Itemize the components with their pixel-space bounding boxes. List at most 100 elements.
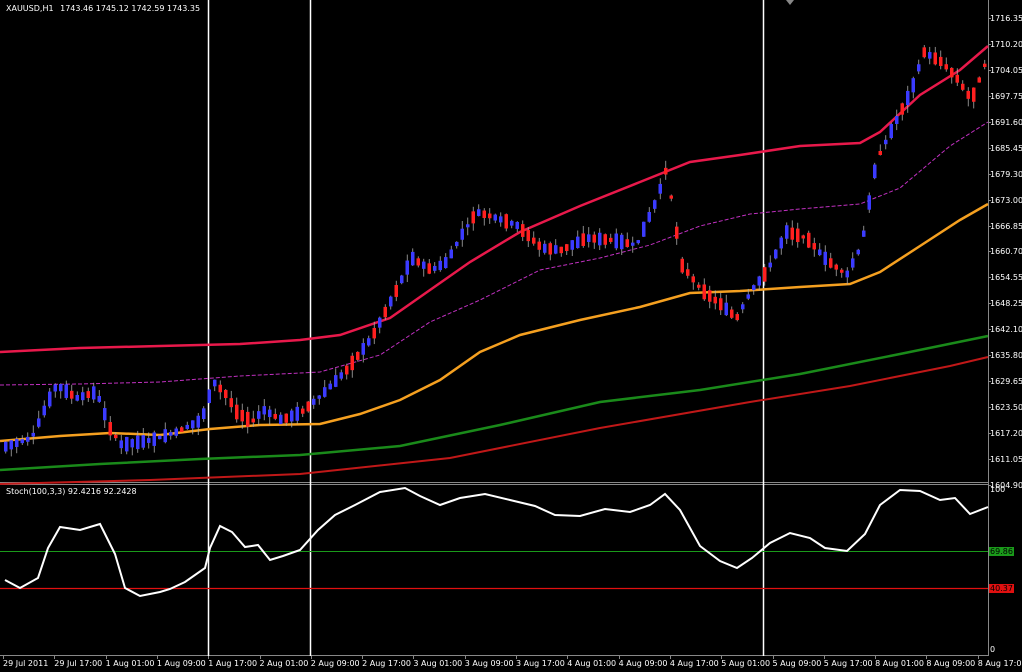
- bear-candle[interactable]: [933, 52, 938, 65]
- bull-candle[interactable]: [724, 302, 729, 316]
- bear-candle[interactable]: [70, 390, 74, 399]
- bear-candle[interactable]: [922, 47, 927, 58]
- bear-candle[interactable]: [939, 56, 943, 66]
- bear-candle[interactable]: [972, 87, 976, 102]
- bear-candle[interactable]: [427, 263, 432, 274]
- bull-candle[interactable]: [433, 265, 437, 271]
- bull-candle[interactable]: [328, 383, 333, 390]
- bull-candle[interactable]: [642, 221, 646, 237]
- bear-candle[interactable]: [675, 226, 679, 239]
- bull-candle[interactable]: [768, 262, 773, 268]
- bear-candle[interactable]: [702, 284, 707, 300]
- bear-candle[interactable]: [801, 235, 806, 239]
- bear-candle[interactable]: [224, 389, 228, 399]
- bear-candle[interactable]: [345, 365, 349, 375]
- bear-candle[interactable]: [735, 314, 740, 321]
- bear-candle[interactable]: [526, 230, 531, 242]
- bear-candle[interactable]: [301, 408, 305, 414]
- bull-candle[interactable]: [889, 123, 894, 139]
- bull-candle[interactable]: [895, 116, 899, 124]
- bull-candle[interactable]: [455, 241, 459, 247]
- bull-candle[interactable]: [213, 379, 217, 387]
- bull-candle[interactable]: [257, 411, 261, 419]
- bull-candle[interactable]: [823, 251, 828, 265]
- bear-candle[interactable]: [966, 90, 971, 99]
- time-axis[interactable]: 29 Jul 2011 29 Jul 17:00 1 Aug 01:00 1 Aug …: [0, 656, 1022, 672]
- bull-candle[interactable]: [290, 410, 294, 422]
- bear-candle[interactable]: [350, 355, 355, 371]
- bear-candle[interactable]: [180, 427, 184, 432]
- bull-candle[interactable]: [774, 249, 778, 259]
- bull-candle[interactable]: [576, 236, 580, 249]
- bull-candle[interactable]: [928, 52, 932, 59]
- bull-candle[interactable]: [405, 260, 410, 275]
- bull-candle[interactable]: [75, 395, 80, 401]
- bull-candle[interactable]: [317, 395, 322, 399]
- bear-candle[interactable]: [565, 244, 569, 252]
- bear-candle[interactable]: [691, 276, 696, 283]
- bull-candle[interactable]: [653, 200, 657, 209]
- bear-candle[interactable]: [240, 409, 245, 422]
- bull-candle[interactable]: [785, 225, 789, 239]
- bear-candle[interactable]: [394, 285, 399, 297]
- bear-candle[interactable]: [504, 214, 509, 229]
- bear-candle[interactable]: [763, 267, 767, 282]
- bull-candle[interactable]: [163, 429, 168, 443]
- bull-candle[interactable]: [48, 391, 52, 407]
- bear-candle[interactable]: [235, 404, 239, 420]
- bear-candle[interactable]: [950, 67, 954, 78]
- bull-candle[interactable]: [752, 285, 756, 291]
- bull-candle[interactable]: [26, 436, 30, 442]
- bear-candle[interactable]: [719, 298, 723, 311]
- bear-candle[interactable]: [372, 327, 377, 339]
- bull-candle[interactable]: [136, 435, 140, 450]
- bear-candle[interactable]: [834, 264, 839, 270]
- bear-candle[interactable]: [680, 258, 685, 273]
- bull-candle[interactable]: [53, 384, 58, 392]
- bull-candle[interactable]: [119, 440, 124, 449]
- bull-candle[interactable]: [268, 409, 272, 418]
- bull-candle[interactable]: [757, 276, 762, 286]
- bear-candle[interactable]: [592, 234, 597, 243]
- bear-candle[interactable]: [86, 391, 91, 398]
- bull-candle[interactable]: [367, 338, 371, 346]
- price-axis[interactable]: 1716.35 1710.20 1704.05 1697.75 1691.60 1685.…: [988, 0, 1022, 490]
- bull-candle[interactable]: [20, 439, 25, 444]
- bear-candle[interactable]: [229, 398, 234, 408]
- bull-candle[interactable]: [152, 432, 157, 446]
- bear-candle[interactable]: [977, 77, 982, 83]
- bear-candle[interactable]: [983, 63, 987, 67]
- bear-candle[interactable]: [944, 64, 949, 70]
- bear-candle[interactable]: [108, 422, 113, 436]
- bear-candle[interactable]: [581, 233, 586, 246]
- bull-candle[interactable]: [466, 224, 470, 228]
- bull-candle[interactable]: [323, 387, 327, 397]
- bear-candle[interactable]: [669, 195, 674, 199]
- bull-candle[interactable]: [174, 428, 179, 436]
- bull-candle[interactable]: [493, 214, 498, 221]
- bear-candle[interactable]: [306, 401, 311, 412]
- bear-candle[interactable]: [251, 418, 256, 423]
- bear-candle[interactable]: [686, 269, 690, 276]
- bull-candle[interactable]: [97, 396, 102, 402]
- bull-candle[interactable]: [31, 432, 36, 437]
- bull-candle[interactable]: [510, 220, 514, 226]
- bull-candle[interactable]: [598, 232, 602, 246]
- bear-candle[interactable]: [840, 269, 844, 273]
- bull-candle[interactable]: [570, 240, 575, 250]
- bull-candle[interactable]: [411, 251, 415, 266]
- bear-candle[interactable]: [900, 103, 905, 115]
- bear-candle[interactable]: [246, 411, 250, 427]
- bull-candle[interactable]: [400, 275, 404, 284]
- bear-candle[interactable]: [559, 246, 564, 254]
- bull-candle[interactable]: [185, 424, 190, 429]
- bull-candle[interactable]: [339, 372, 344, 379]
- bear-candle[interactable]: [284, 413, 289, 423]
- bear-candle[interactable]: [713, 296, 718, 304]
- bear-candle[interactable]: [697, 284, 701, 288]
- bull-candle[interactable]: [147, 438, 151, 443]
- bull-candle[interactable]: [92, 386, 96, 400]
- bear-candle[interactable]: [482, 210, 487, 218]
- bull-candle[interactable]: [906, 90, 910, 106]
